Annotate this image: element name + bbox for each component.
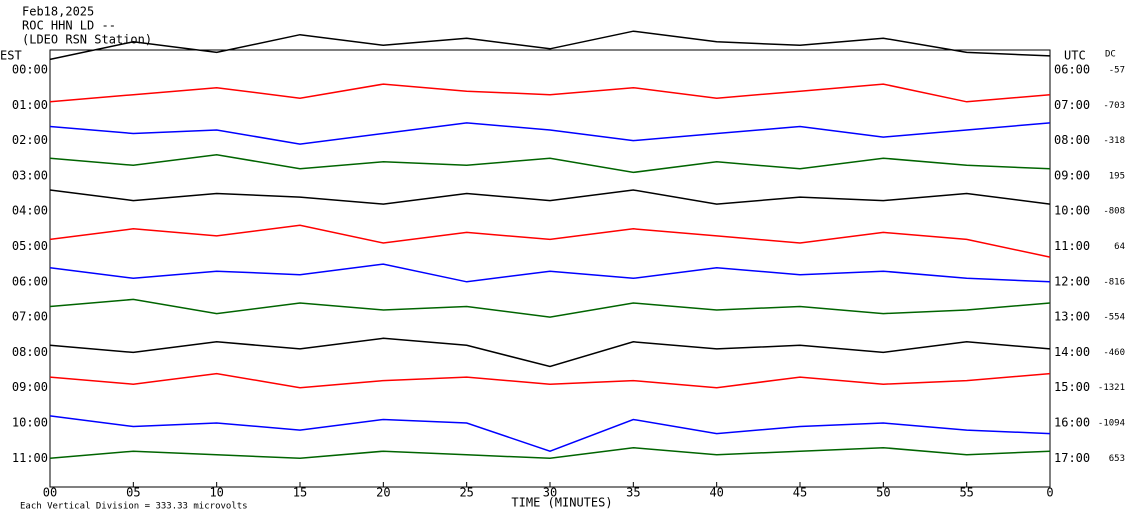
x-tick-label: 55 xyxy=(959,486,973,500)
trace xyxy=(49,446,1051,460)
est-label: 11:00 xyxy=(12,451,48,465)
est-label: 07:00 xyxy=(12,310,48,324)
est-label: 03:00 xyxy=(12,168,48,182)
x-tick-label: 10 xyxy=(209,486,223,500)
est-label: 00:00 xyxy=(12,63,48,77)
trace xyxy=(49,83,1051,103)
x-tick-label: 20 xyxy=(376,486,390,500)
est-label: 08:00 xyxy=(12,345,48,359)
station: ROC HHN LD -- xyxy=(22,19,116,33)
est-label: 05:00 xyxy=(12,239,48,253)
trace xyxy=(49,263,1051,283)
utc-label: 17:00 xyxy=(1054,451,1090,465)
x-tick-label: 45 xyxy=(793,486,807,500)
dc-value: -554 xyxy=(1103,313,1125,323)
utc-label: 14:00 xyxy=(1054,345,1090,359)
dc-value: -57 xyxy=(1109,66,1125,76)
trace xyxy=(49,189,1051,205)
utc-label: 13:00 xyxy=(1054,310,1090,324)
est-label: 02:00 xyxy=(12,133,48,147)
date: Feb18,2025 xyxy=(22,5,94,19)
utc-label: 06:00 xyxy=(1054,63,1090,77)
x-tick-label: 35 xyxy=(626,486,640,500)
trace xyxy=(49,153,1051,174)
trace xyxy=(49,415,1051,452)
utc-label: 12:00 xyxy=(1054,274,1090,288)
dc-value: -318 xyxy=(1103,136,1125,146)
utc-label: 15:00 xyxy=(1054,380,1090,394)
utc-label: 09:00 xyxy=(1054,168,1090,182)
dc-value: -1094 xyxy=(1098,419,1125,429)
trace xyxy=(49,372,1051,389)
dc-value: 64 xyxy=(1114,242,1125,252)
footnote: Each Vertical Division = 333.33 microvol… xyxy=(20,502,248,512)
est-label: 10:00 xyxy=(12,416,48,430)
left-label: EST xyxy=(0,49,22,63)
network: (LDEO RSN Station) xyxy=(22,33,152,47)
trace xyxy=(49,30,1051,61)
dc-value: -1321 xyxy=(1098,383,1125,393)
trace xyxy=(49,224,1051,258)
x-axis-label: TIME (MINUTES) xyxy=(511,496,612,510)
dc-value: -703 xyxy=(1103,101,1125,111)
dc-value: -816 xyxy=(1103,277,1125,287)
utc-label: 16:00 xyxy=(1054,416,1090,430)
est-label: 06:00 xyxy=(12,274,48,288)
est-label: 09:00 xyxy=(12,380,48,394)
trace xyxy=(49,298,1051,318)
right-label: UTC xyxy=(1064,49,1086,63)
dc-label: DC xyxy=(1105,50,1116,60)
x-tick-label: 50 xyxy=(876,486,890,500)
utc-label: 07:00 xyxy=(1054,98,1090,112)
x-tick-label: 00 xyxy=(43,486,57,500)
x-tick-label: 05 xyxy=(126,486,140,500)
dc-value: -808 xyxy=(1103,207,1125,217)
trace xyxy=(49,122,1051,145)
dc-value: 195 xyxy=(1109,171,1125,181)
x-tick-label: 40 xyxy=(709,486,723,500)
utc-label: 08:00 xyxy=(1054,133,1090,147)
est-label: 01:00 xyxy=(12,98,48,112)
x-tick-label: 15 xyxy=(293,486,307,500)
trace xyxy=(49,337,1051,368)
x-tick-label: 0 xyxy=(1046,486,1053,500)
x-tick-label: 25 xyxy=(459,486,473,500)
dc-value: -460 xyxy=(1103,348,1125,358)
est-label: 04:00 xyxy=(12,204,48,218)
utc-label: 10:00 xyxy=(1054,204,1090,218)
dc-value: 653 xyxy=(1109,454,1125,464)
x-tick-label: 30 xyxy=(543,486,557,500)
utc-label: 11:00 xyxy=(1054,239,1090,253)
